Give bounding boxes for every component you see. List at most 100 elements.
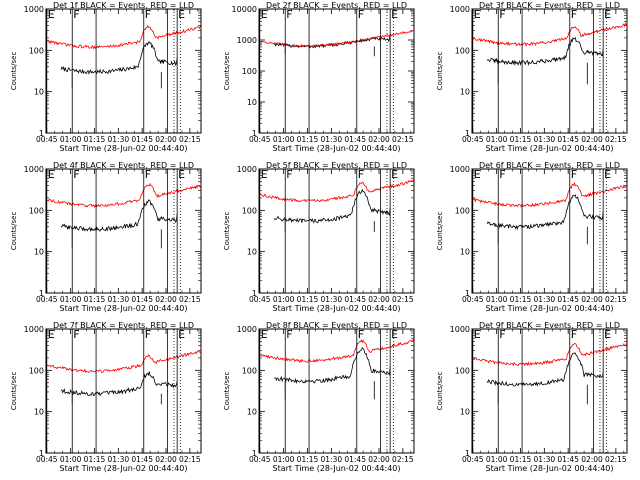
x-tick-label: 01:00 — [273, 455, 295, 464]
x-axis-label: Start Time (28-Jun-02 00:44:40) — [486, 464, 614, 473]
y-tick-label: 100 — [29, 46, 44, 55]
series-line-lld — [259, 179, 415, 203]
y-tick-label: 1 — [465, 449, 470, 458]
series-line-events — [60, 371, 178, 405]
chart-panel-6: Det 6f BLACK = Events, RED = LLD 1 10 100 10… — [436, 161, 628, 313]
y-tick-label: 1 — [39, 289, 44, 298]
series-line-lld — [46, 24, 202, 50]
marker-label: F — [286, 168, 292, 181]
x-tick-label: 01:00 — [273, 295, 295, 304]
series-line-lld — [259, 338, 415, 363]
plot-frame — [471, 8, 628, 134]
y-tick-label: 10 — [460, 248, 470, 257]
x-tick-label: 02:15 — [179, 135, 201, 144]
x-tick-label: 00:45 — [462, 295, 484, 304]
x-axis-label: Start Time (28-Jun-02 00:44:40) — [60, 144, 188, 153]
marker-label: E — [474, 328, 481, 341]
x-tick-label: 01:15 — [297, 455, 319, 464]
marker-label: F — [286, 8, 292, 21]
y-tick-label: 100 — [29, 206, 44, 215]
x-tick-label: 02:15 — [392, 455, 414, 464]
marker-label: F — [286, 328, 292, 341]
chart-title: Det 8f BLACK = Events, RED = LLD — [266, 321, 407, 330]
y-tick-label: 100 — [455, 206, 470, 215]
marker-label: F — [145, 328, 151, 341]
x-tick-label: 02:15 — [392, 135, 414, 144]
x-tick-label: 01:45 — [131, 135, 153, 144]
chart-title: Det 2f BLACK = Events, RED = LLD — [266, 1, 407, 10]
x-tick-label: 01:15 — [510, 295, 532, 304]
x-tick-label: 02:15 — [179, 295, 201, 304]
y-tick-label: 100 — [242, 206, 257, 215]
x-tick-label: 01:45 — [131, 295, 153, 304]
x-tick-label: 01:00 — [60, 455, 82, 464]
x-tick-label: 01:15 — [84, 295, 106, 304]
chart-title: Det 4f BLACK = Events, RED = LLD — [53, 161, 194, 170]
plot-frame — [258, 8, 415, 134]
x-tick-label: 01:30 — [108, 135, 130, 144]
y-tick-label: 100 — [242, 67, 257, 76]
marker-label: E — [474, 168, 481, 181]
y-tick-label: 1000 — [24, 165, 44, 174]
marker-label: F — [73, 168, 79, 181]
marker-label: E — [261, 168, 268, 181]
marker-label: F — [358, 328, 364, 341]
x-tick-label: 01:45 — [131, 455, 153, 464]
series-line-lld — [472, 181, 628, 208]
marker-label: E — [261, 8, 268, 21]
y-tick-label: 1 — [252, 449, 257, 458]
y-tick-label: 10 — [460, 408, 470, 417]
y-axis-label: Counts/sec — [10, 372, 18, 411]
chart-panel-5: Det 5f BLACK = Events, RED = LLD 1 10 100 10… — [223, 161, 415, 313]
x-tick-label: 02:00 — [155, 295, 177, 304]
chart-title: Det 6f BLACK = Events, RED = LLD — [479, 161, 620, 170]
x-tick-label: 02:00 — [581, 455, 603, 464]
x-tick-label: 00:45 — [249, 135, 271, 144]
x-axis-label: Start Time (28-Jun-02 00:44:40) — [273, 304, 401, 313]
x-tick-label: 01:45 — [344, 135, 366, 144]
x-tick-label: 01:15 — [297, 295, 319, 304]
x-tick-label: 01:30 — [534, 135, 556, 144]
y-tick-label: 1 — [252, 289, 257, 298]
y-tick-label: 1000 — [237, 325, 257, 334]
marker-label: F — [358, 168, 364, 181]
y-tick-label: 10 — [460, 88, 470, 97]
x-tick-label: 01:00 — [486, 295, 508, 304]
y-tick-label: 10 — [34, 408, 44, 417]
x-axis-label: Start Time (28-Jun-02 00:44:40) — [60, 464, 188, 473]
series-line-lld — [46, 182, 202, 209]
chart-panel-4: Det 4f BLACK = Events, RED = LLD 1 10 100 10… — [10, 161, 202, 313]
chart-title: Det 5f BLACK = Events, RED = LLD — [266, 161, 407, 170]
marker-label: E — [261, 328, 268, 341]
x-tick-label: 01:15 — [84, 455, 106, 464]
marker-label: E — [391, 8, 398, 21]
y-tick-label: 1000 — [450, 165, 470, 174]
chart-panel-1: Det 1f BLACK = Events, RED = LLD 1 10 100 10… — [10, 1, 202, 153]
x-tick-label: 00:45 — [249, 295, 271, 304]
y-tick-label: 10 — [34, 248, 44, 257]
y-tick-label: 100 — [455, 46, 470, 55]
marker-label: F — [499, 328, 505, 341]
x-tick-label: 01:45 — [557, 295, 579, 304]
x-tick-label: 00:45 — [462, 135, 484, 144]
y-tick-label: 1 — [465, 129, 470, 138]
marker-label: E — [474, 8, 481, 21]
chart-panel-9: Det 9f BLACK = Events, RED = LLD 1 10 100 10… — [436, 321, 628, 473]
x-tick-label: 02:00 — [368, 455, 390, 464]
marker-label: E — [604, 8, 611, 21]
x-tick-label: 01:00 — [60, 295, 82, 304]
y-axis-label: Counts/sec — [223, 52, 231, 91]
y-tick-label: 1 — [465, 289, 470, 298]
y-tick-label: 100 — [242, 366, 257, 375]
x-tick-label: 02:00 — [368, 135, 390, 144]
x-tick-label: 02:15 — [392, 295, 414, 304]
marker-label: F — [358, 8, 364, 21]
marker-label: E — [48, 8, 55, 21]
plot-frame — [471, 168, 628, 294]
y-tick-label: 10 — [247, 408, 257, 417]
y-axis-label: Counts/sec — [10, 212, 18, 251]
x-tick-label: 01:30 — [321, 135, 343, 144]
x-tick-label: 00:45 — [36, 135, 58, 144]
plot-frame — [258, 168, 415, 294]
